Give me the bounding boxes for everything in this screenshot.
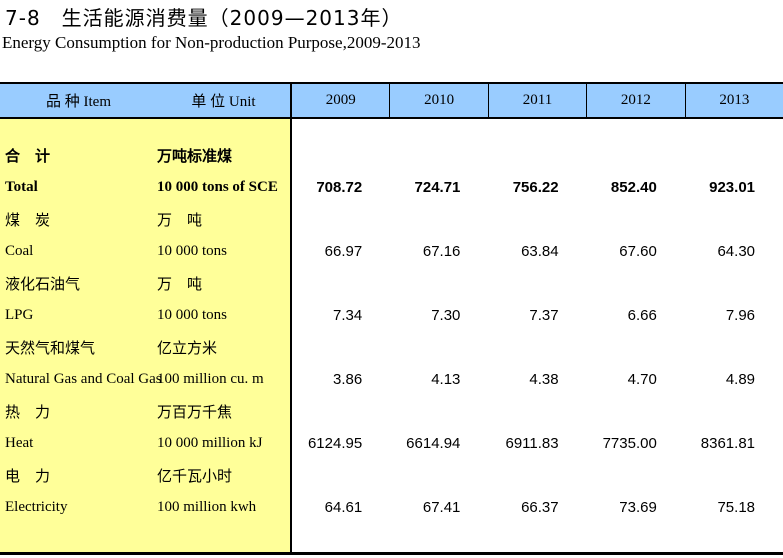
value-2010: 67.41 xyxy=(422,498,461,516)
item-name-en: Total xyxy=(5,178,38,195)
value-2011: 66.37 xyxy=(521,498,559,516)
item-name-zh: 液化石油气 xyxy=(5,276,81,293)
value-2009: 64.61 xyxy=(324,498,363,516)
value-2013: 4.89 xyxy=(725,370,756,388)
energy-consumption-table: 品 种 Item 单 位 Unit 2009 2010 2011 2012 20… xyxy=(0,82,783,555)
value-2010: 6614.94 xyxy=(406,434,461,452)
item-unit-zh: 亿立方米 xyxy=(157,340,218,357)
value-2011: 63.84 xyxy=(521,242,559,260)
item-unit-zh: 万百万千焦 xyxy=(157,404,233,421)
table-row-heat-zh: 热 力 万百万千焦 xyxy=(0,395,783,427)
value-2010: 724.71 xyxy=(414,178,461,196)
item-unit-en: 100 million kwh xyxy=(157,498,257,515)
value-2012: 7735.00 xyxy=(602,434,657,452)
item-unit-zh: 万 吨 xyxy=(157,276,203,293)
item-unit-zh: 万 吨 xyxy=(157,212,203,229)
item-name-en: Electricity xyxy=(5,498,68,515)
table-row-coal-en: Coal 10 000 tons 66.97 67.16 63.84 67.60… xyxy=(0,235,783,267)
item-name-zh: 电 力 xyxy=(5,468,51,485)
value-2013: 7.96 xyxy=(725,306,756,324)
item-name-en: Coal xyxy=(5,242,34,259)
value-2012: 6.66 xyxy=(627,306,657,324)
column-header-year-2011: 2011 xyxy=(487,84,586,117)
table-row-total-en: Total 10 000 tons of SCE 708.72 724.71 7… xyxy=(0,171,783,203)
value-2010: 67.16 xyxy=(422,242,461,260)
table-body: 合 计 万吨标准煤 Total 10 000 tons of SCE 708.7… xyxy=(0,119,783,552)
title-block: 7-8 生活能源消费量（2009—2013年） Energy Consumpti… xyxy=(0,0,783,54)
table-title-english: Energy Consumption for Non-production Pu… xyxy=(2,33,421,52)
table-title-chinese: 7-8 生活能源消费量（2009—2013年） xyxy=(5,6,403,30)
header-left-group: 品 种 Item 单 位 Unit xyxy=(0,84,292,117)
table-row-electricity-zh: 电 力 亿千瓦小时 xyxy=(0,459,783,491)
value-2013: 64.30 xyxy=(717,242,756,260)
value-2011: 6911.83 xyxy=(505,434,559,452)
item-name-zh: 合 计 xyxy=(5,148,51,165)
column-header-item: 品 种 Item xyxy=(46,94,111,110)
table-row-gas-zh: 天然气和煤气 亿立方米 xyxy=(0,331,783,363)
item-name-en: LPG xyxy=(5,306,34,323)
item-name-en: Natural Gas and Coal Gas xyxy=(5,370,162,387)
column-header-year-2009: 2009 xyxy=(325,92,356,108)
table-row-lpg-zh: 液化石油气 万 吨 xyxy=(0,267,783,299)
value-2012: 67.60 xyxy=(619,242,657,260)
value-2013: 923.01 xyxy=(709,178,756,196)
value-2010: 4.13 xyxy=(431,370,461,388)
table-row-heat-en: Heat 10 000 million kJ 6124.95 6614.94 6… xyxy=(0,427,783,459)
table-row-lpg-en: LPG 10 000 tons 7.34 7.30 7.37 6.66 7.96 xyxy=(0,299,783,331)
value-2011: 756.22 xyxy=(512,178,559,196)
value-2011: 7.37 xyxy=(529,306,559,324)
value-2009: 7.34 xyxy=(333,306,363,324)
table-row-electricity-en: Electricity 100 million kwh 64.61 67.41 … xyxy=(0,491,783,523)
table-header-row: 品 种 Item 单 位 Unit 2009 2010 2011 2012 20… xyxy=(0,84,783,119)
item-unit-en: 100 million cu. m xyxy=(157,370,264,387)
item-unit-en: 10 000 tons xyxy=(157,306,228,323)
item-unit-zh: 万吨标准煤 xyxy=(157,148,233,165)
item-unit-en: 10 000 tons of SCE xyxy=(157,178,278,195)
item-unit-en: 10 000 tons xyxy=(157,242,228,259)
item-name-en: Heat xyxy=(5,434,34,451)
value-2012: 73.69 xyxy=(619,498,657,516)
value-2011: 4.38 xyxy=(529,370,559,388)
table-row-total-zh: 合 计 万吨标准煤 xyxy=(0,139,783,171)
value-2012: 4.70 xyxy=(627,370,657,388)
column-header-year-2010: 2010 xyxy=(389,84,487,117)
column-header-year-2012: 2012 xyxy=(586,84,684,117)
value-2009: 708.72 xyxy=(316,178,363,196)
item-name-zh: 天然气和煤气 xyxy=(5,340,96,357)
table-row-coal-zh: 煤 炭 万 吨 xyxy=(0,203,783,235)
value-2009: 66.97 xyxy=(324,242,363,260)
value-2013: 8361.81 xyxy=(700,434,756,452)
item-name-zh: 煤 炭 xyxy=(5,212,51,229)
item-unit-en: 10 000 million kJ xyxy=(157,434,263,451)
value-2012: 852.40 xyxy=(610,178,657,196)
item-name-zh: 热 力 xyxy=(5,404,51,421)
value-2009: 3.86 xyxy=(333,370,363,388)
table-row-gas-en: Natural Gas and Coal Gas 100 million cu.… xyxy=(0,363,783,395)
value-2009: 6124.95 xyxy=(307,434,363,452)
column-header-year-2013: 2013 xyxy=(684,84,783,117)
value-2013: 75.18 xyxy=(717,498,756,516)
column-header-unit: 单 位 Unit xyxy=(191,94,256,110)
value-2010: 7.30 xyxy=(431,306,461,324)
item-unit-zh: 亿千瓦小时 xyxy=(157,468,233,485)
